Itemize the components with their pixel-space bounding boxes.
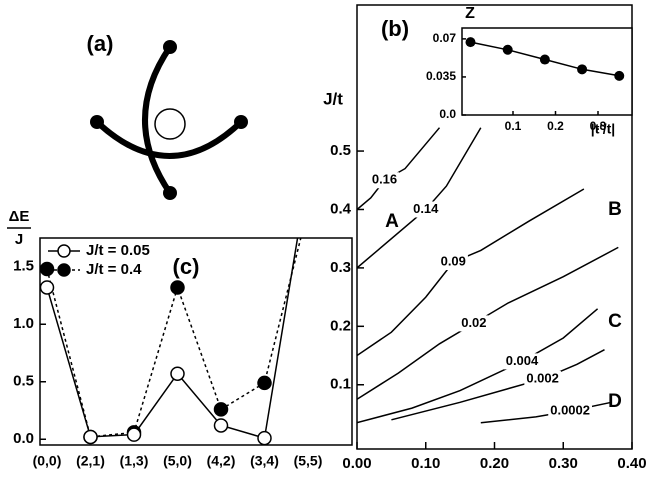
region-label: B (608, 199, 622, 220)
legend-label: J/t = 0.05 (86, 242, 150, 259)
y-tick-label: 0.3 (330, 259, 351, 276)
contour-label: 0.002 (526, 370, 559, 385)
site (90, 115, 104, 129)
x-tick-label: 0.3 (590, 119, 607, 133)
data-point (170, 366, 185, 381)
x-tick-label: 0.30 (549, 455, 578, 472)
plot-frame (461, 27, 633, 116)
panel-label: (b) (381, 16, 409, 41)
data-point (83, 429, 98, 445)
contour-label-bg (524, 370, 561, 387)
data-point (257, 430, 272, 445)
x-tick-label: (0,0) (33, 453, 62, 469)
arc (94, 119, 244, 159)
y-tick-label: 0.2 (330, 317, 351, 334)
contour-label-bg (548, 403, 593, 420)
data-point (302, 168, 315, 181)
contour-label: 0.02 (461, 315, 486, 330)
x-tick-label: 0.20 (480, 455, 509, 472)
hole (154, 108, 186, 140)
panel-label: (a) (87, 31, 114, 56)
contour-label-bg (411, 201, 441, 218)
y-label-denominator: J (15, 231, 23, 248)
x-tick-label: 0.2 (547, 119, 564, 133)
x-tick-label: (3,4) (250, 453, 279, 469)
region-label: A (385, 211, 399, 232)
data-point (213, 418, 229, 433)
y-tick-label: 0.07 (433, 31, 457, 45)
x-tick-label: (5,5) (294, 453, 323, 469)
y-axis-label: J/t (323, 89, 343, 108)
data-point (213, 402, 229, 417)
legend-marker (57, 244, 71, 258)
y-tick-label: 0.0 (439, 107, 456, 121)
data-point (614, 70, 625, 81)
legend-marker (57, 263, 71, 277)
y-tick-label: 0.4 (330, 200, 352, 217)
data-point (40, 280, 55, 295)
x-tick-label: 0.1 (505, 119, 522, 133)
data-line (46, 238, 299, 440)
contour-label-bg (438, 254, 468, 271)
arc (142, 45, 173, 195)
data-point (502, 44, 513, 55)
data-point (302, 203, 315, 216)
y-axis-label: Z (465, 5, 475, 22)
x-tick-label: (2,1) (76, 453, 105, 469)
x-tick-label: 0.10 (411, 455, 440, 472)
legend-label: J/t = 0.4 (86, 261, 142, 278)
region-label: D (608, 391, 622, 412)
x-tick-label: (1,3) (120, 453, 149, 469)
data-point (126, 427, 142, 442)
contour-label: 0.14 (413, 201, 439, 216)
data-point (465, 37, 476, 48)
data-point (539, 54, 550, 65)
x-tick-label: 0.40 (617, 455, 646, 472)
contour-line (357, 127, 441, 211)
contour-label-bg (503, 353, 541, 370)
data-point (170, 280, 185, 295)
data-point (40, 261, 55, 277)
panel-label: (c) (173, 254, 200, 279)
contour-label: 0.0002 (550, 402, 590, 417)
site (163, 40, 177, 54)
inset-bg (462, 28, 632, 115)
x-axis-label: |t′/t| (591, 121, 615, 137)
contour-line (357, 308, 599, 424)
site (163, 186, 177, 200)
region-label: C (608, 311, 622, 332)
y-tick-label: 1.5 (13, 258, 34, 275)
x-tick-label: (4,2) (207, 453, 236, 469)
data-point (577, 64, 588, 75)
contour-label: 0.004 (506, 353, 539, 368)
plot-frame (39, 237, 353, 446)
contour-label-bg (369, 172, 400, 189)
y-tick-label: 1.0 (13, 315, 34, 332)
contour-line (357, 127, 482, 269)
y-tick-label: 0.035 (426, 69, 456, 83)
series (40, 168, 315, 445)
y-tick-label: 0.5 (13, 373, 34, 390)
x-tick-label: (5,0) (163, 453, 192, 469)
diagram: (a) (87, 31, 248, 200)
site (234, 115, 248, 129)
contour-label: 0.09 (441, 253, 466, 268)
y-tick-label: 0.0 (13, 430, 34, 447)
contour-label: 0.16 (372, 172, 397, 187)
y-tick-label: 0.5 (330, 142, 351, 159)
y-label-numerator: ΔE (9, 208, 30, 225)
y-tick-label: 0.1 (330, 376, 351, 393)
data-point (257, 375, 272, 391)
x-tick-label: 0.00 (342, 455, 371, 472)
contour-label-bg (459, 315, 489, 332)
